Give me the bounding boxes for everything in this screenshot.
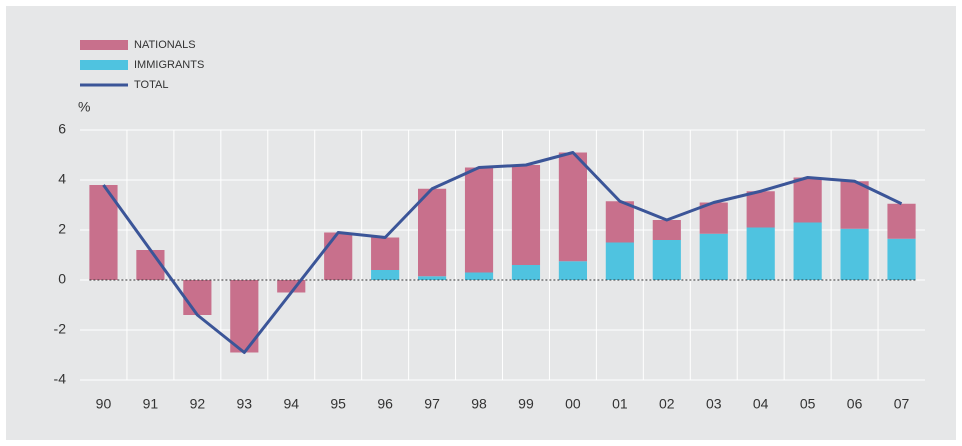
bar	[558, 152, 587, 262]
x-tick-label: 98	[471, 396, 487, 412]
y-tick-label: 0	[58, 271, 66, 287]
legend-label: IMMIGRANTS	[134, 59, 204, 71]
x-tick-label: 95	[330, 396, 346, 412]
y-tick-label: 6	[58, 121, 66, 137]
y-tick-label: 2	[58, 221, 66, 237]
x-tick-label: 06	[847, 396, 863, 412]
bar	[558, 261, 587, 280]
bar	[371, 270, 400, 280]
bar	[793, 177, 822, 223]
bar	[605, 201, 634, 243]
x-tick-label: 90	[96, 396, 112, 412]
legend-label: NATIONALS	[134, 39, 196, 51]
bar	[324, 232, 353, 280]
x-tick-label: 01	[612, 396, 628, 412]
bar	[511, 165, 541, 265]
x-tick-label: 99	[518, 396, 534, 412]
x-tick-label: 07	[894, 396, 910, 412]
bar	[511, 265, 541, 280]
legend-swatch	[80, 60, 128, 70]
bar	[418, 188, 447, 277]
bar	[89, 185, 118, 280]
bar	[887, 238, 916, 280]
x-tick-label: 03	[706, 396, 722, 412]
x-tick-label: 00	[565, 396, 581, 412]
bar	[605, 242, 634, 280]
bar	[464, 167, 494, 273]
total-line	[102, 151, 903, 354]
y-tick-label: 4	[58, 171, 66, 187]
bar	[840, 228, 869, 280]
bar	[418, 276, 447, 280]
x-tick-label: 02	[659, 396, 675, 412]
bar	[652, 220, 681, 240]
bar	[840, 181, 869, 229]
legend-swatch	[80, 40, 128, 50]
y-tick-label: -2	[54, 321, 67, 337]
y-axis-label: %	[78, 99, 90, 115]
legend-label: TOTAL	[134, 79, 168, 91]
bar	[652, 240, 681, 280]
x-tick-label: 94	[283, 396, 299, 412]
x-tick-label: 93	[237, 396, 253, 412]
bar	[793, 222, 822, 280]
bar	[746, 227, 775, 280]
x-tick-label: 92	[190, 396, 206, 412]
bar	[464, 272, 494, 280]
bar	[183, 280, 212, 315]
bar	[371, 237, 400, 270]
bar	[699, 233, 728, 280]
x-tick-label: 96	[377, 396, 393, 412]
bar	[887, 203, 916, 239]
bar	[746, 191, 775, 228]
x-tick-label: 97	[424, 396, 440, 412]
x-tick-label: 05	[800, 396, 816, 412]
x-tick-label: 91	[143, 396, 159, 412]
x-tick-label: 04	[753, 396, 769, 412]
y-tick-label: -4	[54, 371, 67, 387]
bar	[699, 202, 728, 234]
